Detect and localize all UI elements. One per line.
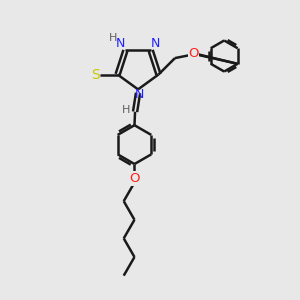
Text: S: S: [91, 68, 100, 82]
Text: N: N: [116, 38, 125, 50]
Text: O: O: [130, 172, 140, 185]
Text: H: H: [122, 105, 130, 115]
Text: N: N: [135, 88, 144, 101]
Text: O: O: [188, 46, 199, 59]
Text: N: N: [151, 38, 160, 50]
Text: H: H: [109, 33, 117, 43]
